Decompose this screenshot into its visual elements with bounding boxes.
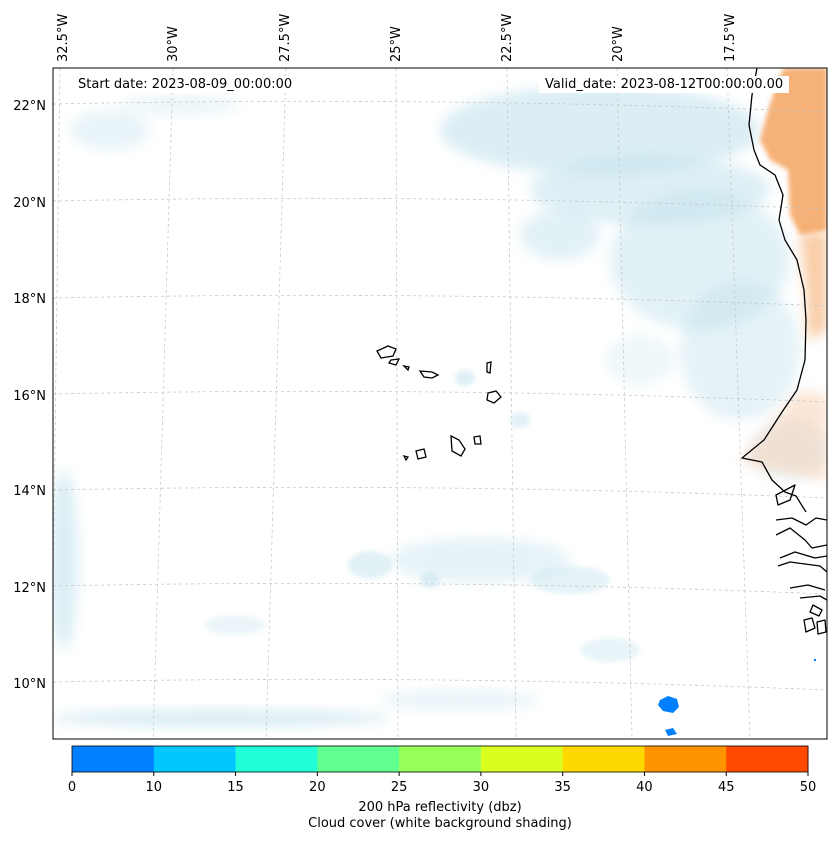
colorbar-label: 200 hPa reflectivity (dbz) Cloud cover (… xyxy=(240,800,640,832)
map-frame xyxy=(52,67,828,740)
colorbar-segment xyxy=(562,746,645,772)
start-date-label: Start date: 2023-08-09_00:00:00 xyxy=(72,76,299,93)
lat-label: 14°N xyxy=(13,484,46,499)
lon-label: 30°W xyxy=(166,26,181,62)
graticule xyxy=(53,68,827,739)
colorbar-segment xyxy=(399,746,482,772)
lon-label: 17.5°W xyxy=(723,14,738,62)
land-temperature-shading xyxy=(740,68,827,480)
colorbar-tick-label: 15 xyxy=(227,780,244,795)
lat-label: 12°N xyxy=(13,581,46,596)
colorbar-segment xyxy=(726,746,809,772)
colorbar-segment xyxy=(153,746,237,772)
latitude-labels: 22°N 20°N 18°N 16°N 14°N 12°N 10°N xyxy=(13,99,46,692)
colorbar-tick-label: 30 xyxy=(473,780,490,795)
lon-label: 20°W xyxy=(611,26,626,62)
colorbar-label-line1: 200 hPa reflectivity (dbz) xyxy=(358,800,522,815)
lon-label: 32.5°W xyxy=(56,14,71,62)
longitude-labels: 32.5°W 30°W 27.5°W 25°W 22.5°W 20°W 17.5… xyxy=(56,14,738,62)
colorbar-segment xyxy=(317,746,400,772)
lon-label: 22.5°W xyxy=(500,14,515,62)
colorbar-tick-label: 20 xyxy=(309,780,326,795)
coastline xyxy=(741,68,827,635)
colorbar-tick-label: 50 xyxy=(800,780,817,795)
lat-label: 20°N xyxy=(13,196,46,211)
colorbar-tick-label: 0 xyxy=(68,780,76,795)
lat-label: 18°N xyxy=(13,292,46,307)
colorbar-tick-label: 10 xyxy=(146,780,163,795)
lat-label: 22°N xyxy=(13,99,46,114)
map-content xyxy=(53,68,827,739)
lon-label: 27.5°W xyxy=(278,14,293,62)
colorbar-tick-label: 25 xyxy=(391,780,408,795)
cape-verde-islands xyxy=(376,345,502,462)
colorbar-label-line2: Cloud cover (white background shading) xyxy=(308,816,572,831)
colorbar-tick-label: 45 xyxy=(718,780,735,795)
lon-label: 25°W xyxy=(389,26,404,62)
lat-label: 16°N xyxy=(13,389,46,404)
colorbar-segment xyxy=(480,746,564,772)
colorbar-segment xyxy=(235,746,318,772)
colorbar-segment xyxy=(644,746,727,772)
colorbar: 0 10 15 20 25 30 35 40 45 50 xyxy=(68,745,817,795)
colorbar-segment xyxy=(72,746,155,772)
colorbar-tick-label: 35 xyxy=(554,780,571,795)
colorbar-border xyxy=(71,745,809,773)
colorbar-tick-label: 40 xyxy=(636,780,653,795)
reflectivity-echoes xyxy=(658,658,817,736)
lat-label: 10°N xyxy=(13,677,46,692)
valid-date-label: Valid_date: 2023-08-12T00:00:00.00 xyxy=(539,76,790,93)
cloud-cover-shading xyxy=(53,85,827,727)
